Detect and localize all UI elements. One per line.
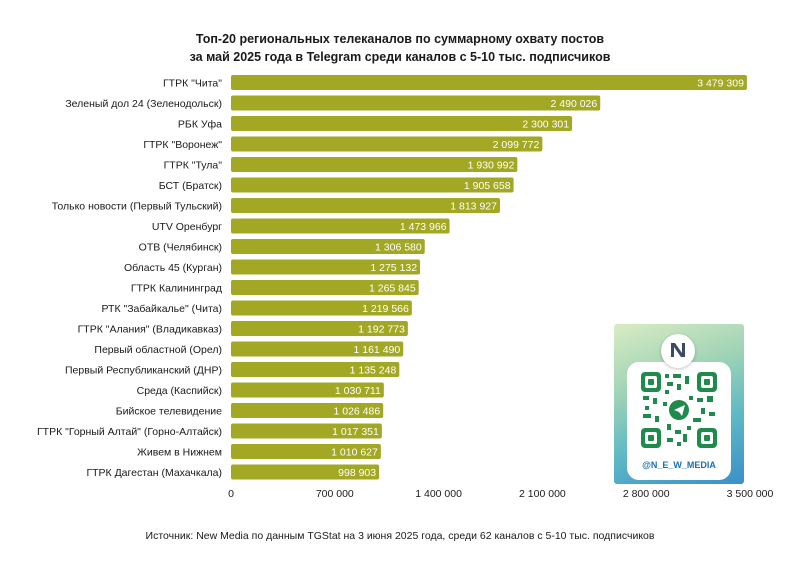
x-tick-label: 2 100 000 xyxy=(519,488,566,500)
category-label: РТК "Забайкалье" (Чита) xyxy=(102,303,223,315)
category-label: Первый Республиканский (ДНР) xyxy=(65,365,222,377)
data-label: 1 473 966 xyxy=(400,221,447,233)
category-label: Первый областной (Орел) xyxy=(94,344,222,356)
data-label: 1 265 845 xyxy=(369,283,416,295)
category-label: ГТРК Дагестан (Махачкала) xyxy=(86,467,222,479)
data-label: 1 192 773 xyxy=(358,324,405,336)
category-label: ГТРК "Чита" xyxy=(163,78,222,90)
bar xyxy=(231,116,573,131)
bar xyxy=(231,464,380,480)
x-tick-label: 3 500 000 xyxy=(727,488,774,500)
data-label: 1 026 486 xyxy=(333,406,380,418)
category-label: Среда (Каспийск) xyxy=(137,385,222,397)
category-label: ГТРК "Алания" (Владикавказ) xyxy=(78,324,222,336)
data-label: 1 813 927 xyxy=(450,201,497,213)
bar xyxy=(231,136,543,152)
data-label: 1 030 711 xyxy=(335,385,381,397)
chart-title: Топ-20 региональных телеканалов по сумма… xyxy=(0,30,800,66)
qr-code-icon xyxy=(641,372,717,448)
bar xyxy=(231,444,381,459)
source-note: Источник: New Media по данным TGStat на … xyxy=(145,530,655,542)
category-label: ГТРК "Горный Алтай" (Горно-Алтайск) xyxy=(37,426,222,438)
bar xyxy=(231,75,747,90)
data-label: 1 017 351 xyxy=(332,426,379,438)
data-label: 1 135 248 xyxy=(350,365,397,377)
qr-card[interactable]: @N_E_W_MEDIA xyxy=(614,324,744,484)
category-label: РБК Уфа xyxy=(178,119,222,131)
new-media-logo-icon xyxy=(661,334,695,368)
data-label: 1 306 580 xyxy=(375,242,422,254)
bar xyxy=(231,280,419,295)
data-label: 2 099 772 xyxy=(493,139,540,151)
data-label: 1 010 627 xyxy=(331,447,378,459)
bar xyxy=(231,362,400,377)
bar xyxy=(231,218,450,234)
bar xyxy=(231,239,425,254)
bar-chart: ГТРК "Чита" 3 479 309 Зеленый дол 24 (Зеле… xyxy=(37,75,774,500)
category-label: ОТВ (Челябинск) xyxy=(139,242,222,254)
qr-handle: @N_E_W_MEDIA xyxy=(642,460,716,470)
category-label: Зеленый дол 24 (Зеленодольск) xyxy=(65,98,222,110)
bar xyxy=(231,423,382,439)
data-label: 1 930 992 xyxy=(468,160,515,172)
x-tick-label: 2 800 000 xyxy=(623,488,670,500)
data-label: 2 490 026 xyxy=(551,98,598,110)
bar xyxy=(231,95,601,111)
category-label: ГТРК "Воронеж" xyxy=(143,139,222,151)
data-label: 1 905 658 xyxy=(464,180,511,192)
category-label: Только новости (Первый Тульский) xyxy=(52,201,222,213)
chart-title-line-1: Топ-20 региональных телеканалов по сумма… xyxy=(195,32,605,46)
x-tick-label: 0 xyxy=(228,488,234,500)
category-label: Живем в Нижнем xyxy=(137,447,222,459)
bar xyxy=(231,403,384,418)
data-label: 3 479 309 xyxy=(697,78,744,90)
category-label: Бийское телевидение xyxy=(116,406,222,418)
bar xyxy=(231,198,500,213)
bar xyxy=(231,259,421,275)
category-label: ГТРК Калининград xyxy=(131,283,222,295)
bar xyxy=(231,321,408,336)
x-tick-label: 1 400 000 xyxy=(415,488,462,500)
category-label: UTV Оренбург xyxy=(152,221,222,233)
data-label: 998 903 xyxy=(338,467,376,479)
data-label: 2 300 301 xyxy=(522,119,569,131)
bar xyxy=(231,382,384,398)
data-label: 1 275 132 xyxy=(370,262,417,274)
bar xyxy=(231,341,404,357)
data-label: 1 161 490 xyxy=(354,344,401,356)
bar xyxy=(231,157,518,172)
chart-title-line-2: за май 2025 года в Telegram среди канало… xyxy=(189,50,611,64)
data-label: 1 219 566 xyxy=(362,303,409,315)
x-tick-label: 700 000 xyxy=(316,488,354,500)
bar xyxy=(231,177,514,193)
category-label: БСТ (Братск) xyxy=(159,180,222,192)
category-label: ГТРК "Тула" xyxy=(164,160,223,172)
category-label: Область 45 (Курган) xyxy=(124,262,222,274)
qr-panel: @N_E_W_MEDIA xyxy=(627,362,731,480)
bar xyxy=(231,300,412,316)
